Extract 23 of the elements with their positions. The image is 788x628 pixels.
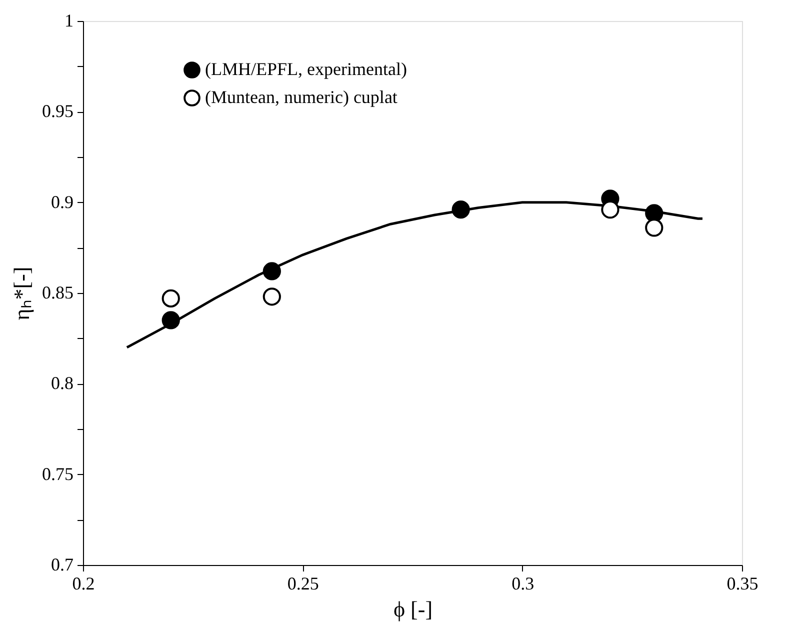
x-tick-label: 0.25 <box>287 574 319 594</box>
point <box>162 289 180 308</box>
y-tick-label: 0.9 <box>51 192 74 212</box>
y-tick-label: 0.8 <box>51 373 74 394</box>
y-tick-label: 0.85 <box>42 282 74 302</box>
x-axis-title: ϕ [-] <box>393 596 433 622</box>
y-tick-label: 0.95 <box>42 101 74 122</box>
x-tick-label: 0.2 <box>72 574 95 594</box>
point <box>601 200 620 219</box>
legend-label: (LMH/EPFL, experimental) <box>205 59 407 79</box>
x-tick-label: 0.35 <box>726 574 758 594</box>
point <box>645 218 664 237</box>
y-tick-label: 0.7 <box>51 554 74 574</box>
y-tick-label: 0.75 <box>42 464 74 484</box>
legend-label: (Muntean, numeric) cuplat <box>205 87 398 107</box>
x-tick-label: 0.3 <box>512 574 534 594</box>
y-axis-title: ηₕ*[-] <box>9 266 34 320</box>
point <box>162 311 180 330</box>
y-tick-label: 1 <box>64 10 74 30</box>
point <box>645 204 664 222</box>
point <box>262 288 281 306</box>
point <box>452 200 470 219</box>
point <box>262 262 281 280</box>
